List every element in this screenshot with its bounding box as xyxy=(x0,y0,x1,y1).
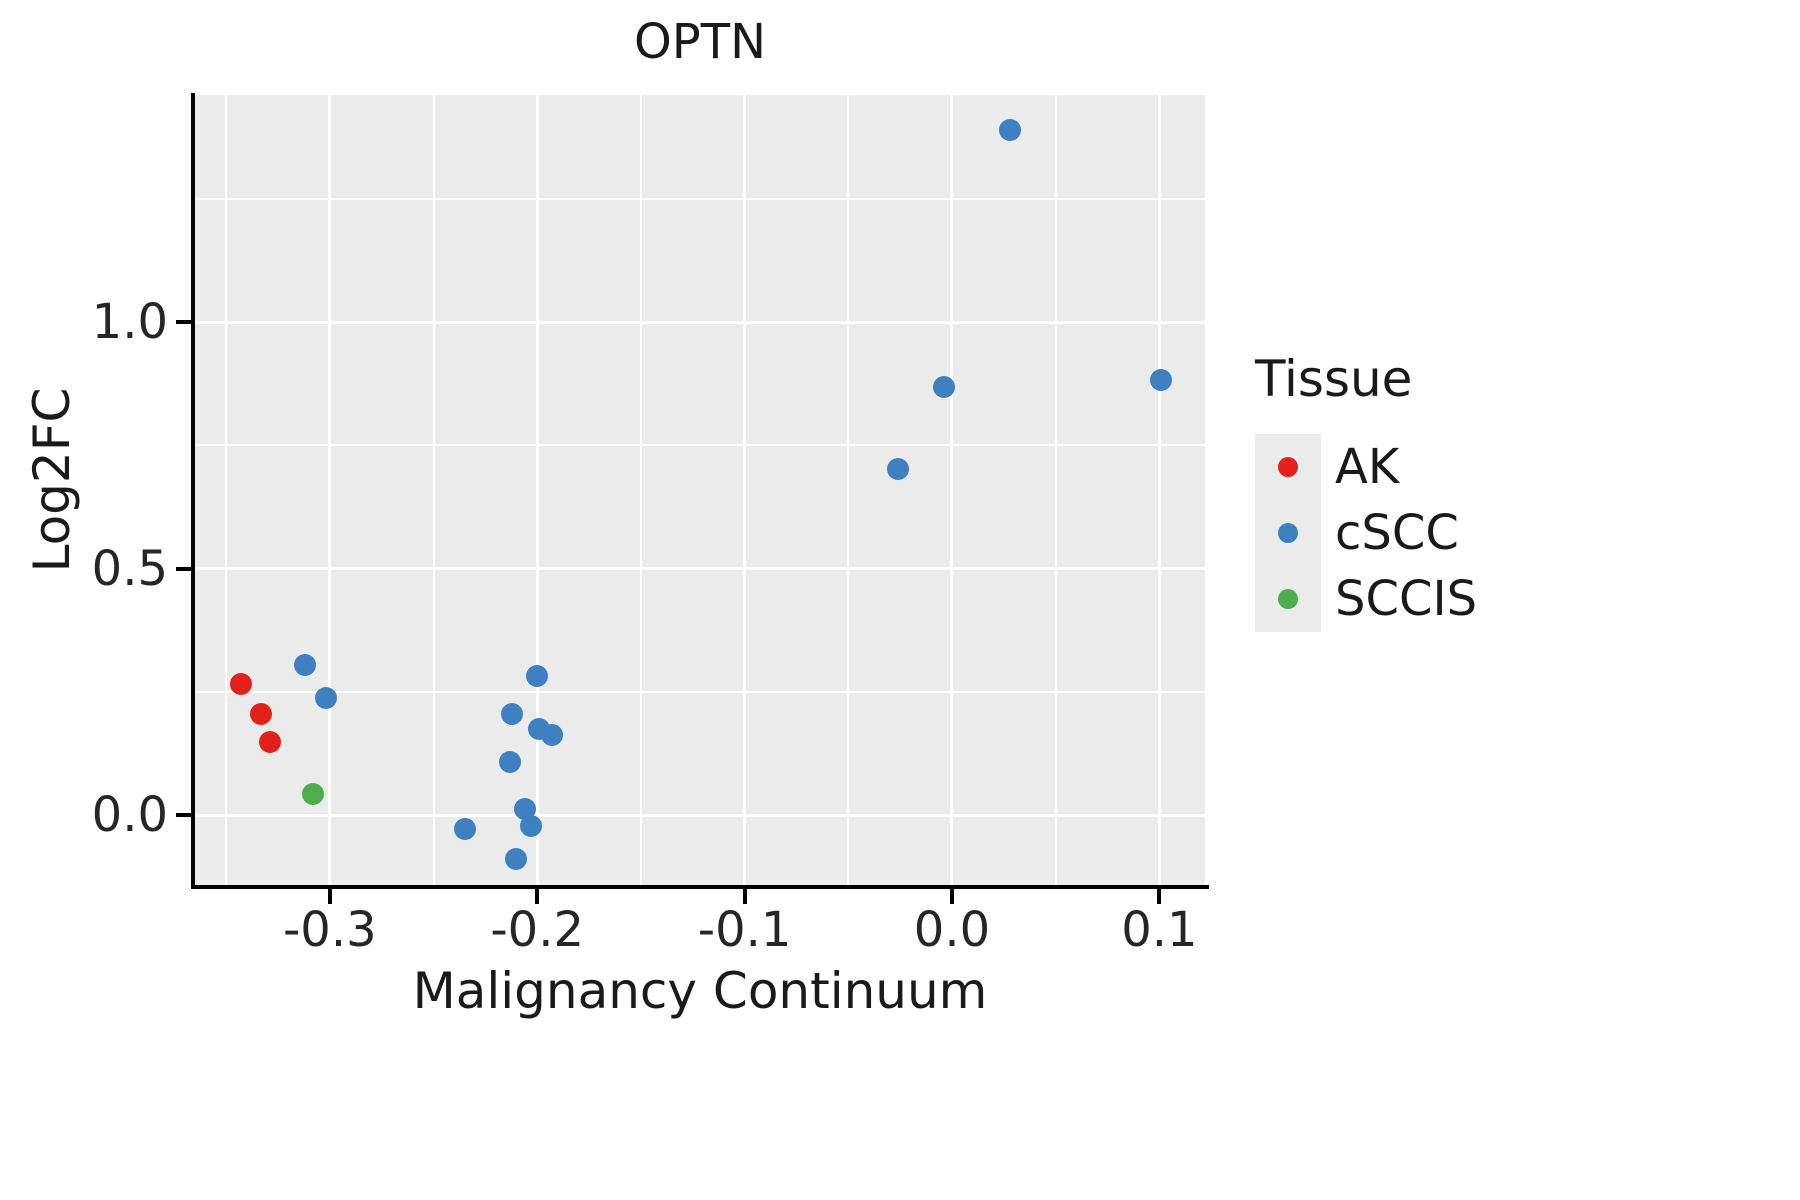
y-tick-label: 0.0 xyxy=(91,787,168,844)
legend-item-ak: AK xyxy=(1255,434,1477,500)
data-point-cscc xyxy=(1150,369,1173,392)
x-tick-label: -0.3 xyxy=(282,902,377,958)
data-point-cscc xyxy=(526,665,549,688)
x-major-gridline xyxy=(535,95,539,885)
x-major-gridline xyxy=(1157,95,1161,885)
data-point-sccis xyxy=(302,783,325,806)
data-point-cscc xyxy=(293,653,316,676)
x-tick-label: 0.1 xyxy=(1121,902,1198,958)
x-tick-label: -0.2 xyxy=(490,902,585,958)
x-tick-label: -0.1 xyxy=(697,902,792,958)
data-point-cscc xyxy=(314,686,337,709)
x-axis-line xyxy=(191,885,1209,889)
y-tick-label: 0.5 xyxy=(91,540,168,597)
y-axis-title: Log2FC xyxy=(23,387,81,573)
data-point-cscc xyxy=(887,457,910,480)
x-major-gridline xyxy=(950,95,954,885)
y-major-gridline xyxy=(195,567,1205,571)
legend-item-cscc: cSCC xyxy=(1255,500,1477,566)
data-point-ak xyxy=(229,673,252,696)
y-axis-tick xyxy=(176,566,191,571)
legend-items: AK cSCC SCCIS xyxy=(1255,434,1477,632)
data-point-cscc xyxy=(513,798,536,821)
data-point-cscc xyxy=(505,848,528,871)
data-point-cscc xyxy=(932,376,955,399)
legend-label: cSCC xyxy=(1335,505,1459,561)
legend-label: SCCIS xyxy=(1335,571,1478,627)
legend-item-sccis: SCCIS xyxy=(1255,566,1477,632)
x-axis-tick xyxy=(327,889,332,904)
x-minor-gridline xyxy=(225,95,228,885)
data-point-cscc xyxy=(540,724,563,747)
legend-key xyxy=(1255,500,1321,566)
x-minor-gridline xyxy=(639,95,642,885)
legend-dot-icon xyxy=(1278,523,1298,543)
plot-panel xyxy=(195,95,1205,885)
y-minor-gridline xyxy=(195,197,1205,200)
x-axis-title: Malignancy Continuum xyxy=(412,962,988,1020)
x-axis-tick xyxy=(742,889,747,904)
x-minor-gridline xyxy=(1054,95,1057,885)
data-point-cscc xyxy=(453,817,476,840)
legend-key xyxy=(1255,434,1321,500)
y-minor-gridline xyxy=(195,444,1205,447)
data-point-ak xyxy=(258,731,281,754)
y-minor-gridline xyxy=(195,690,1205,693)
legend-key xyxy=(1255,566,1321,632)
x-axis-tick xyxy=(949,889,954,904)
x-minor-gridline xyxy=(432,95,435,885)
data-point-ak xyxy=(250,702,273,725)
y-major-gridline xyxy=(195,320,1205,324)
legend-label: AK xyxy=(1335,439,1400,495)
x-tick-label: 0.0 xyxy=(913,902,991,958)
data-point-cscc xyxy=(499,750,522,773)
y-axis-line xyxy=(191,93,195,889)
data-point-cscc xyxy=(999,118,1022,141)
chart-title: OPTN xyxy=(634,14,766,70)
legend: Tissue AK cSCC SCCIS xyxy=(1255,350,1477,632)
legend-dot-icon xyxy=(1278,457,1298,477)
x-minor-gridline xyxy=(847,95,850,885)
legend-title: Tissue xyxy=(1255,350,1413,408)
x-axis-tick xyxy=(1157,889,1162,904)
y-major-gridline xyxy=(195,813,1205,817)
x-major-gridline xyxy=(328,95,332,885)
y-tick-label: 1.0 xyxy=(91,294,168,351)
y-axis-tick xyxy=(176,320,191,325)
legend-dot-icon xyxy=(1278,589,1298,609)
x-major-gridline xyxy=(743,95,747,885)
data-point-cscc xyxy=(519,814,542,837)
data-point-cscc xyxy=(501,702,524,725)
x-axis-tick xyxy=(535,889,540,904)
y-axis-tick xyxy=(176,813,191,818)
